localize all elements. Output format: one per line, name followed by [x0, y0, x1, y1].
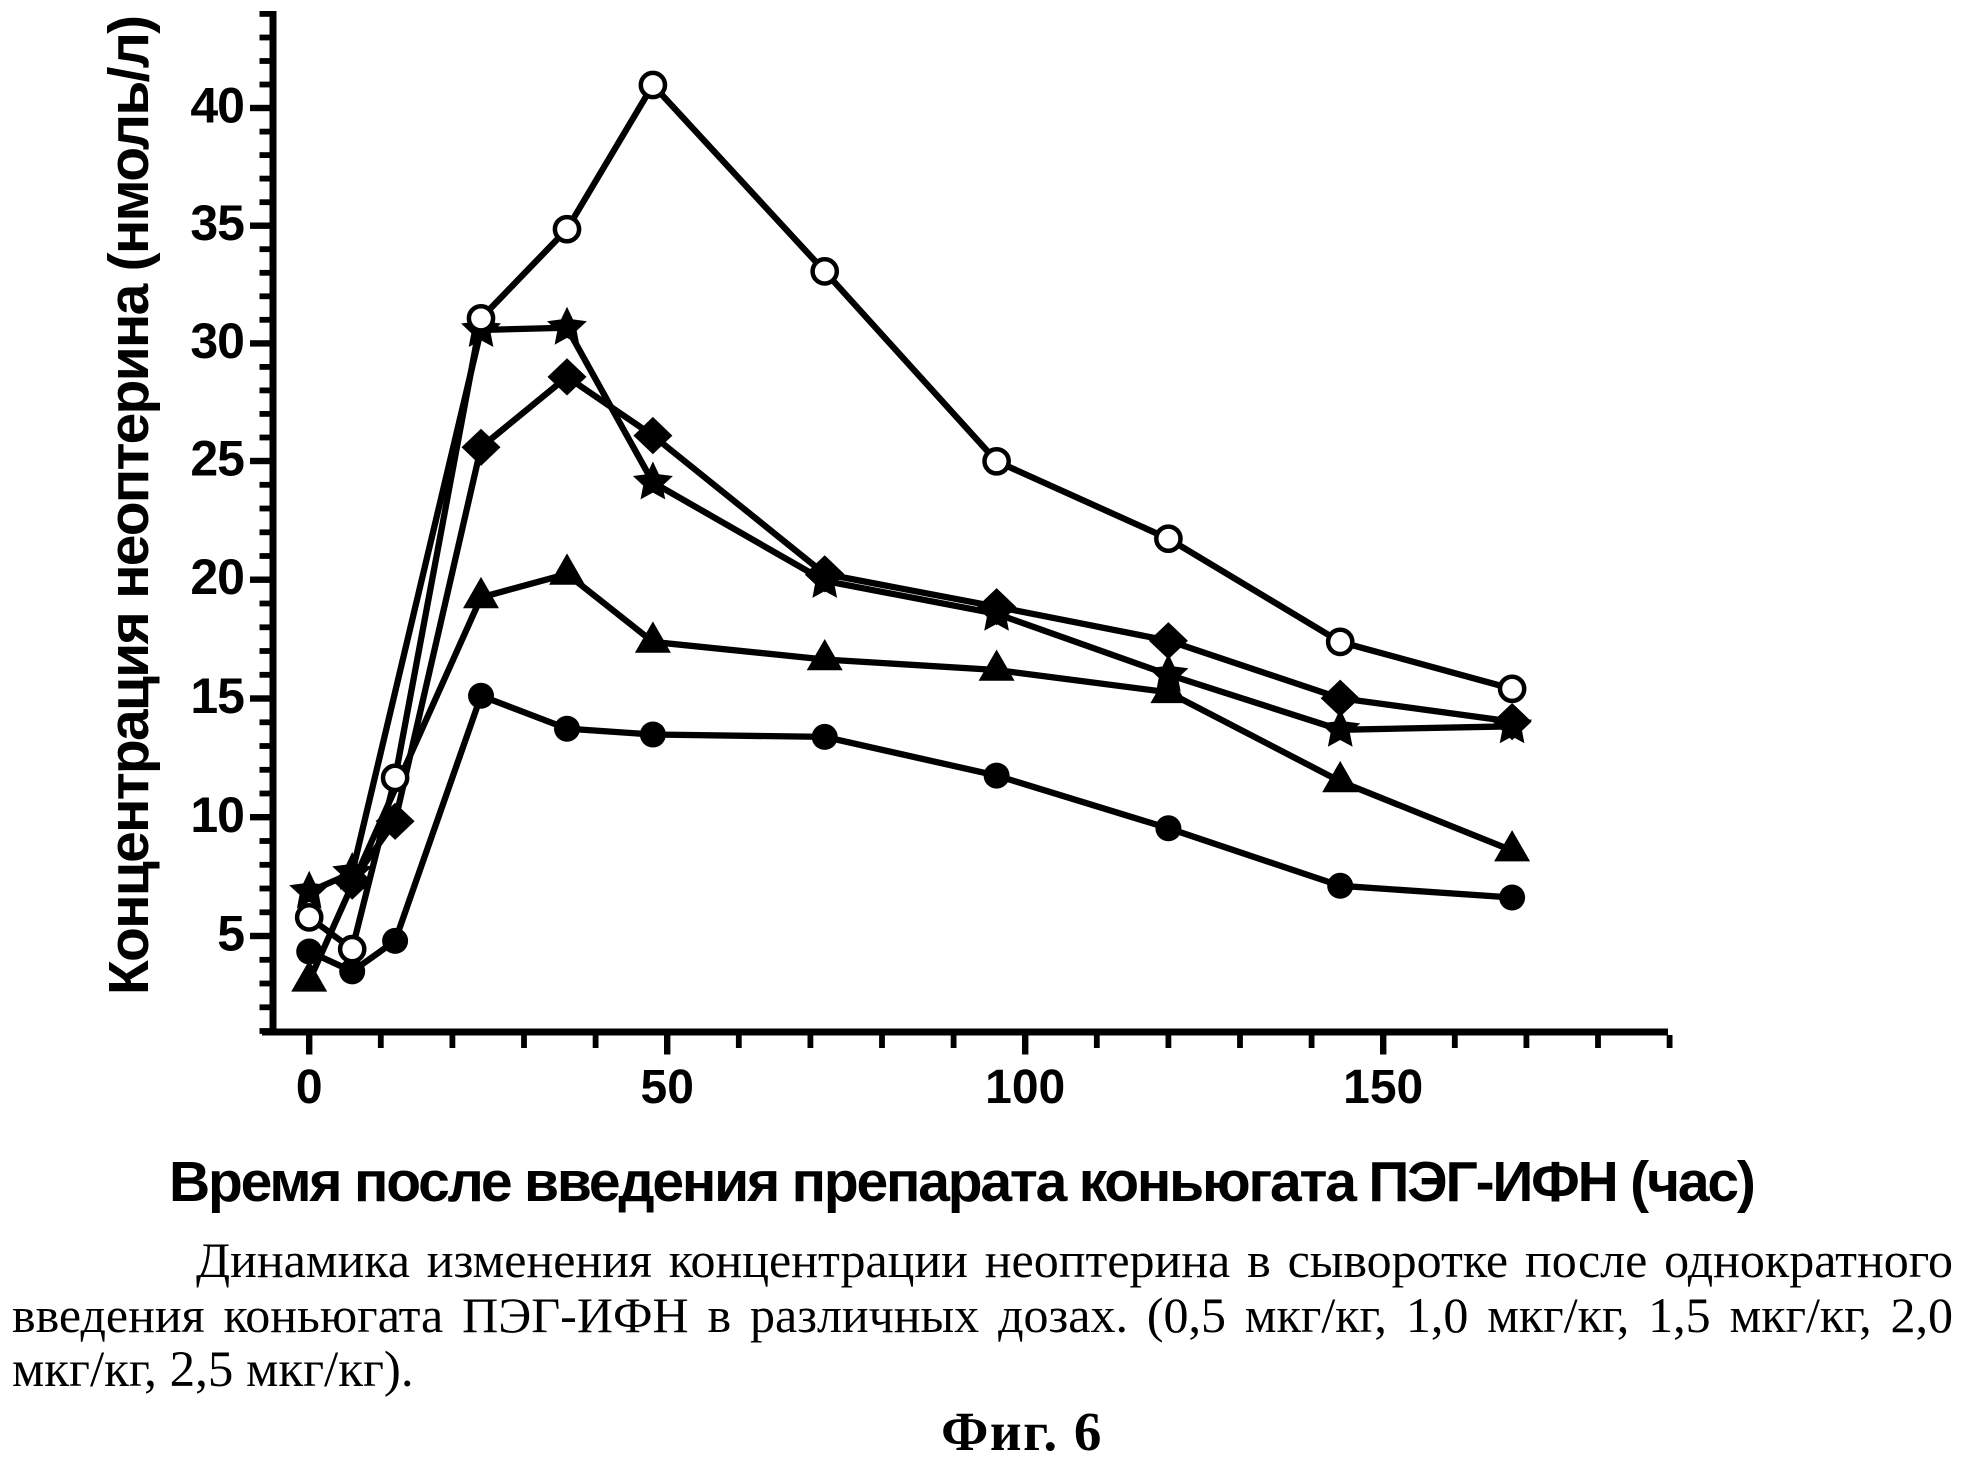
svg-text:0: 0	[296, 1061, 323, 1114]
svg-text:25: 25	[190, 431, 244, 487]
svg-text:100: 100	[985, 1061, 1065, 1114]
svg-text:30: 30	[190, 313, 244, 369]
svg-text:15: 15	[190, 668, 244, 724]
svg-text:5: 5	[217, 906, 244, 962]
svg-text:Концентрация неоптерина (нмоль: Концентрация неоптерина (нмоль/л)	[97, 17, 161, 995]
svg-text:35: 35	[190, 195, 244, 251]
svg-text:10: 10	[190, 787, 244, 843]
svg-text:150: 150	[1343, 1061, 1423, 1114]
svg-text:Время после введения препарата: Время после введения препарата коньюгата…	[169, 1150, 1754, 1214]
svg-text:40: 40	[190, 78, 244, 134]
svg-text:50: 50	[641, 1061, 694, 1114]
svg-text:20: 20	[190, 549, 244, 605]
